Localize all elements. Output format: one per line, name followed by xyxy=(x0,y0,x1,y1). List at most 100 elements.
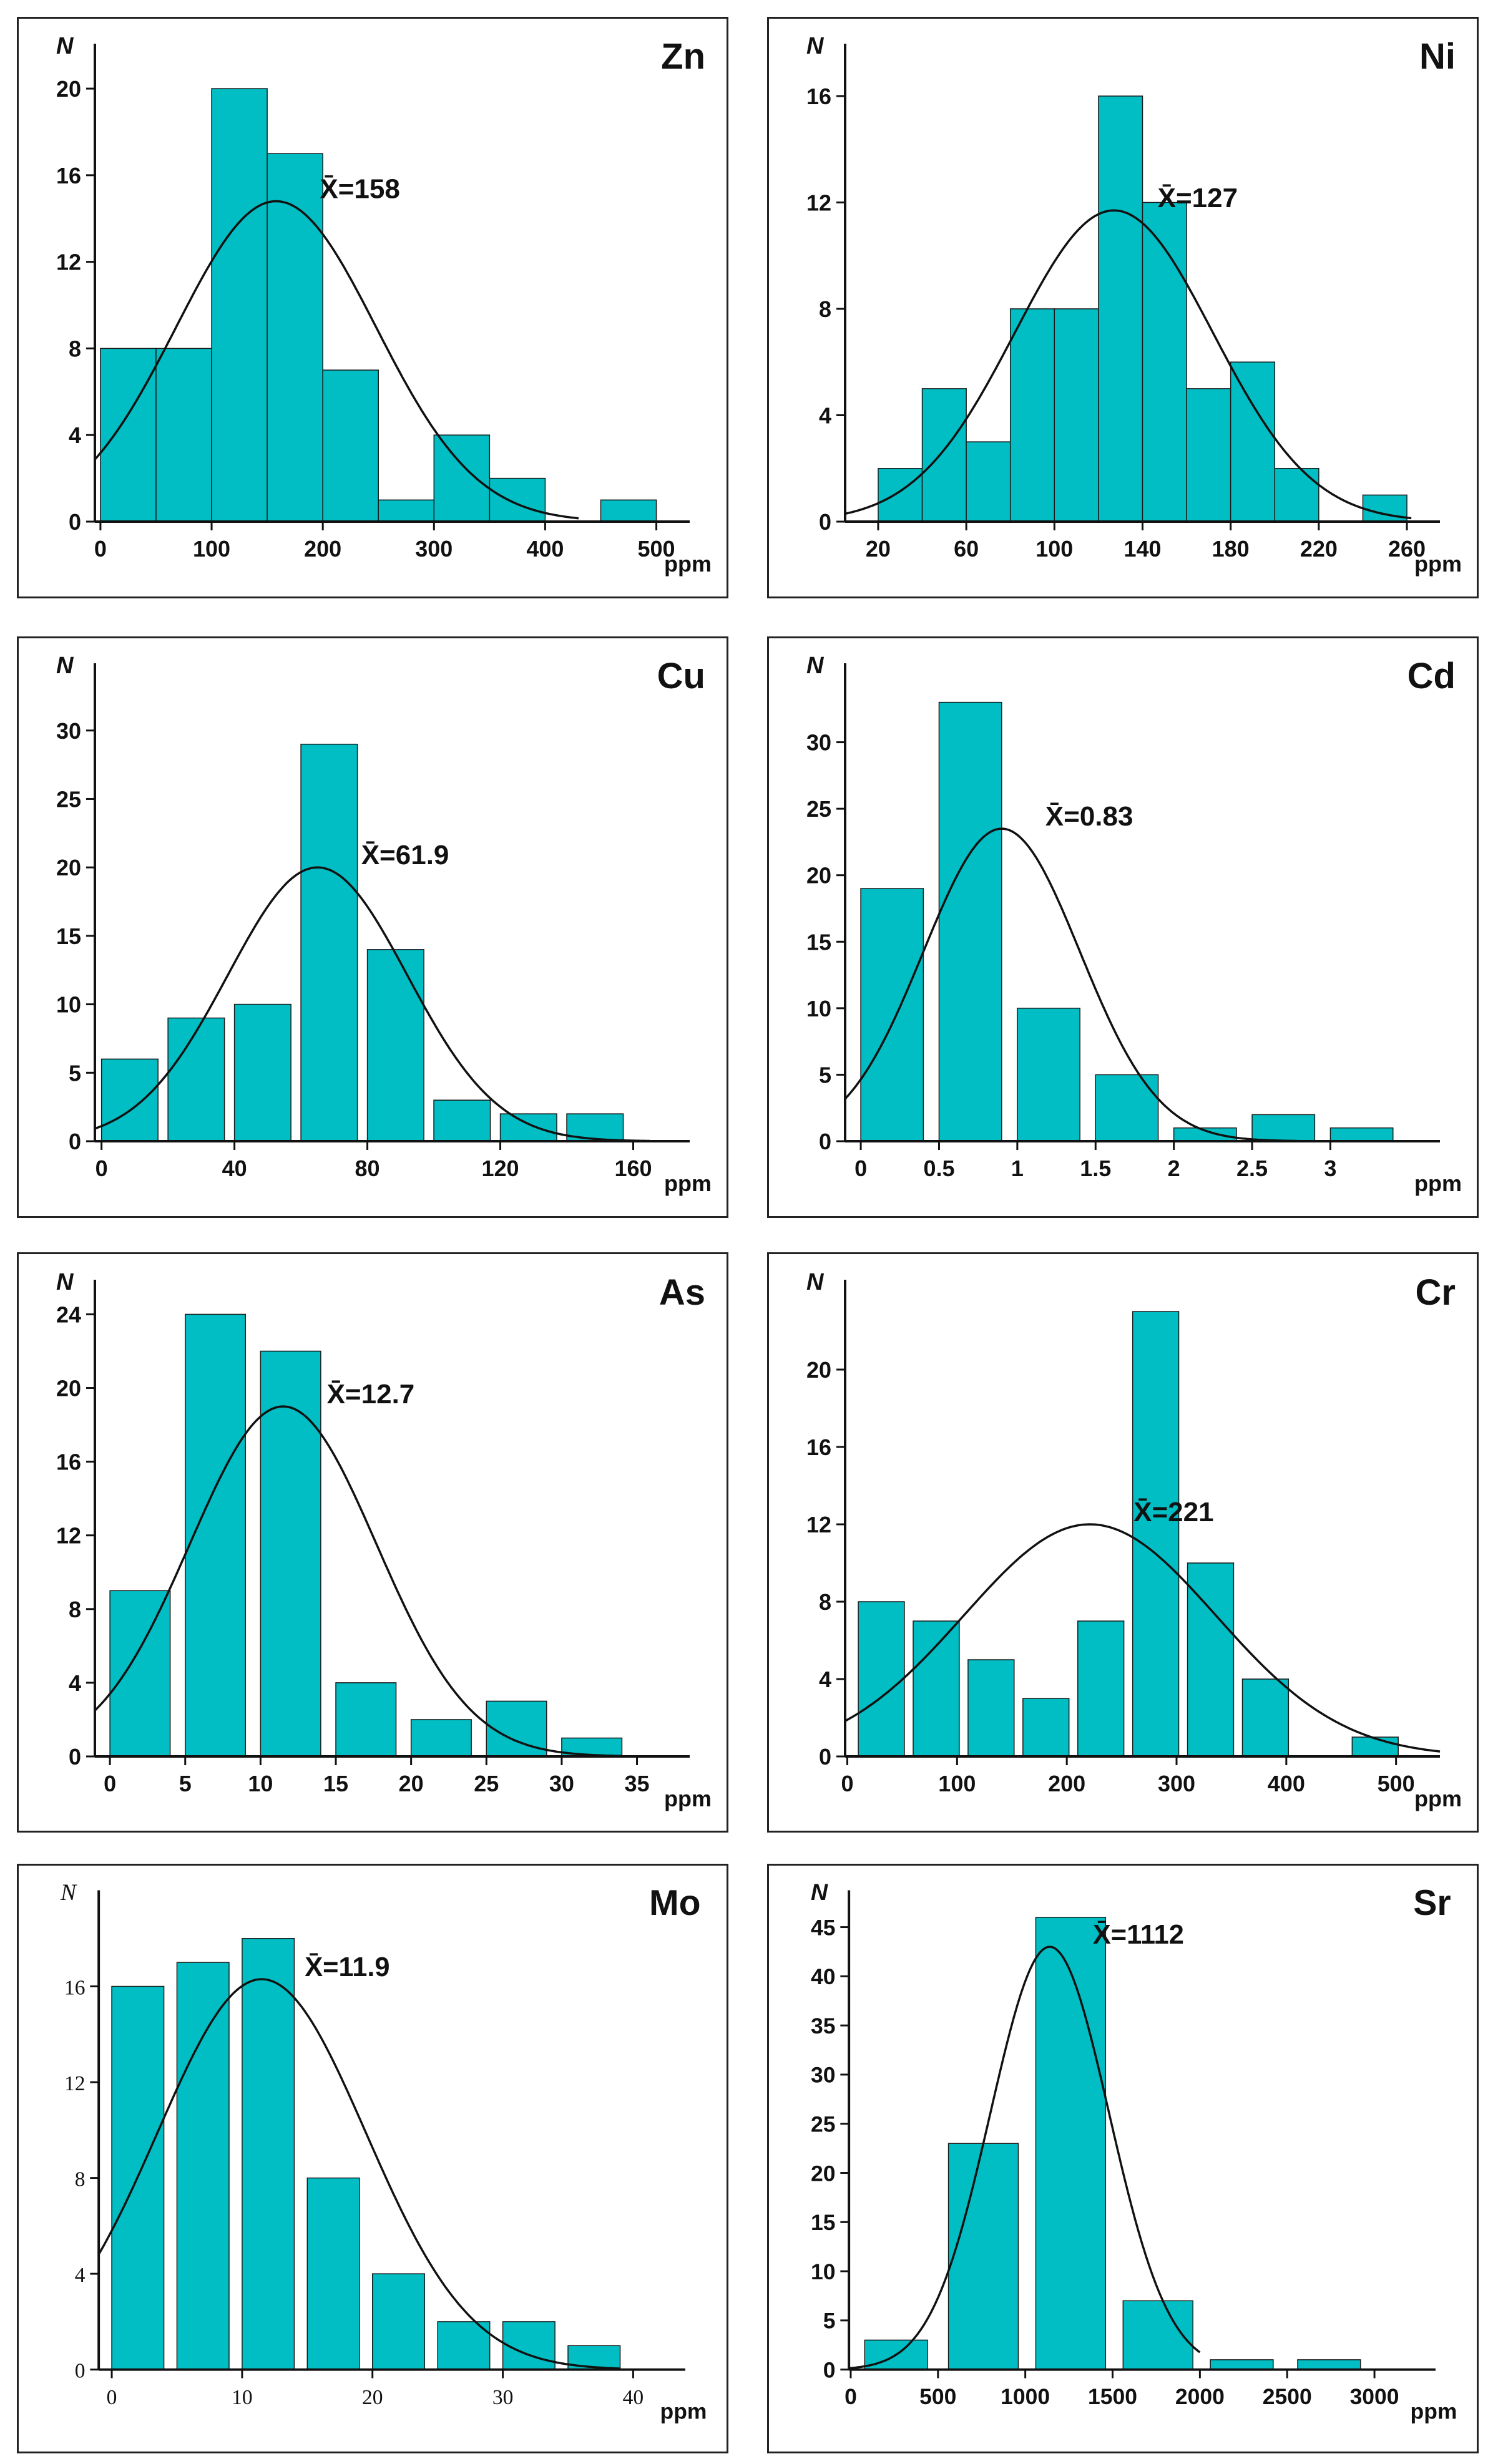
x-tick-label: 1 xyxy=(1011,1156,1024,1181)
x-tick-label: 0.5 xyxy=(923,1156,954,1181)
y-tick-label: 12 xyxy=(56,250,81,275)
bar-3 xyxy=(1022,1698,1070,1757)
x-axis-label: ppm xyxy=(664,551,712,577)
bar-7 xyxy=(1241,1678,1290,1757)
y-tick-label: 5 xyxy=(823,2309,836,2334)
y-tick-label: 16 xyxy=(64,1976,86,1999)
bar-4 xyxy=(1210,2359,1274,2370)
x-tick-label: 1500 xyxy=(1088,2384,1137,2409)
bar-4 xyxy=(371,2273,426,2370)
y-tick-label: 30 xyxy=(806,730,831,756)
x-tick-label: 3000 xyxy=(1350,2384,1399,2409)
bar-3 xyxy=(300,743,358,1142)
bar-9 xyxy=(1274,467,1319,522)
x-axis-label: ppm xyxy=(1414,551,1462,577)
bar-6 xyxy=(502,2321,556,2370)
bar-1 xyxy=(185,1313,247,1757)
y-tick-label: 25 xyxy=(811,2112,836,2137)
y-tick-label: 0 xyxy=(823,2357,836,2382)
x-tick-label: 400 xyxy=(526,536,564,562)
bar-7 xyxy=(489,477,546,522)
x-tick-label: 300 xyxy=(1158,1771,1195,1796)
x-tick-label: 25 xyxy=(474,1771,499,1796)
y-tick-label: 0 xyxy=(819,1129,831,1154)
x-tick-label: 20 xyxy=(399,1771,424,1796)
y-tick-label: 5 xyxy=(819,1062,831,1088)
y-tick-label: 12 xyxy=(806,1512,831,1537)
y-tick-label: 8 xyxy=(819,1589,831,1615)
y-tick-label: 5 xyxy=(69,1060,81,1086)
y-tick-label: 12 xyxy=(806,190,831,215)
normal-curve xyxy=(849,1945,1201,2370)
x-tick-label: 500 xyxy=(1378,1771,1415,1796)
mean-label: X̄=61.9 xyxy=(361,840,449,870)
y-tick-label: 20 xyxy=(56,855,81,880)
normal-curve xyxy=(94,866,650,1142)
x-tick-label: 35 xyxy=(625,1771,650,1796)
normal-curve xyxy=(97,1978,620,2370)
bar-4 xyxy=(1054,308,1099,522)
y-tick-label: 20 xyxy=(806,1357,831,1383)
x-tick-label: 60 xyxy=(954,536,979,562)
bar-0 xyxy=(100,1058,159,1142)
x-axis-label: ppm xyxy=(664,1171,712,1196)
y-tick-label: 25 xyxy=(56,786,81,812)
x-axis-label: ppm xyxy=(660,2399,707,2424)
element-title: Sr xyxy=(1413,1883,1451,1923)
bar-5 xyxy=(378,499,435,522)
normal-curve xyxy=(844,209,1412,520)
y-tick-label: 8 xyxy=(75,2168,86,2191)
y-tick-label: 24 xyxy=(56,1302,81,1327)
x-tick-label: 0 xyxy=(104,1771,116,1796)
bar-6 xyxy=(499,1113,557,1142)
x-axis-label: ppm xyxy=(1414,1786,1462,1811)
panel-sr: 0 500 1000 1500 2000 2500 3000 0 5 10 15 20 25 30 35 40… xyxy=(767,1864,1479,2453)
bar-5 xyxy=(1132,1311,1180,1757)
element-title: Mo xyxy=(649,1883,701,1923)
element-title: As xyxy=(659,1272,705,1313)
y-tick-label: 0 xyxy=(69,1129,81,1154)
bar-1 xyxy=(155,348,212,522)
x-tick-label: 0 xyxy=(94,536,107,562)
x-tick-label: 200 xyxy=(1048,1771,1085,1796)
y-tick-label: 16 xyxy=(56,1449,81,1475)
bar-0 xyxy=(109,1590,171,1757)
element-title: Zn xyxy=(661,36,705,77)
y-tick-label: 0 xyxy=(819,509,831,535)
bar-1 xyxy=(176,1962,230,2370)
x-tick-label: 30 xyxy=(549,1771,574,1796)
y-tick-label: 30 xyxy=(811,2063,836,2088)
x-tick-label: 0 xyxy=(844,2384,857,2409)
bar-1 xyxy=(167,1017,225,1142)
y-axis-label: N xyxy=(56,653,74,679)
y-tick-label: 4 xyxy=(69,1670,81,1696)
bar-4 xyxy=(1077,1620,1125,1757)
x-tick-label: 5 xyxy=(179,1771,192,1796)
y-tick-label: 20 xyxy=(56,1376,81,1401)
bar-2 xyxy=(211,88,268,522)
bar-5 xyxy=(1251,1114,1316,1142)
bar-2 xyxy=(967,1659,1015,1757)
mean-label: X̄=1112 xyxy=(1093,1920,1184,1950)
bar-2 xyxy=(260,1350,321,1757)
y-tick-label: 8 xyxy=(69,336,81,361)
x-tick-label: 140 xyxy=(1123,536,1161,562)
x-tick-label: 400 xyxy=(1268,1771,1305,1796)
x-tick-label: 40 xyxy=(623,2386,644,2409)
bar-2 xyxy=(1035,1917,1107,2370)
y-tick-label: 12 xyxy=(64,2072,86,2095)
x-tick-label: 0 xyxy=(95,1156,108,1181)
bar-1 xyxy=(913,1620,960,1757)
bar-3 xyxy=(267,153,323,522)
y-tick-label: 16 xyxy=(56,163,81,188)
bar-0 xyxy=(878,467,923,522)
y-tick-label: 4 xyxy=(819,402,831,428)
mean-label: X̄=127 xyxy=(1158,183,1238,213)
x-tick-label: 200 xyxy=(304,536,341,562)
y-tick-label: 0 xyxy=(69,509,81,535)
y-tick-label: 10 xyxy=(56,992,81,1018)
y-tick-label: 12 xyxy=(56,1523,81,1549)
